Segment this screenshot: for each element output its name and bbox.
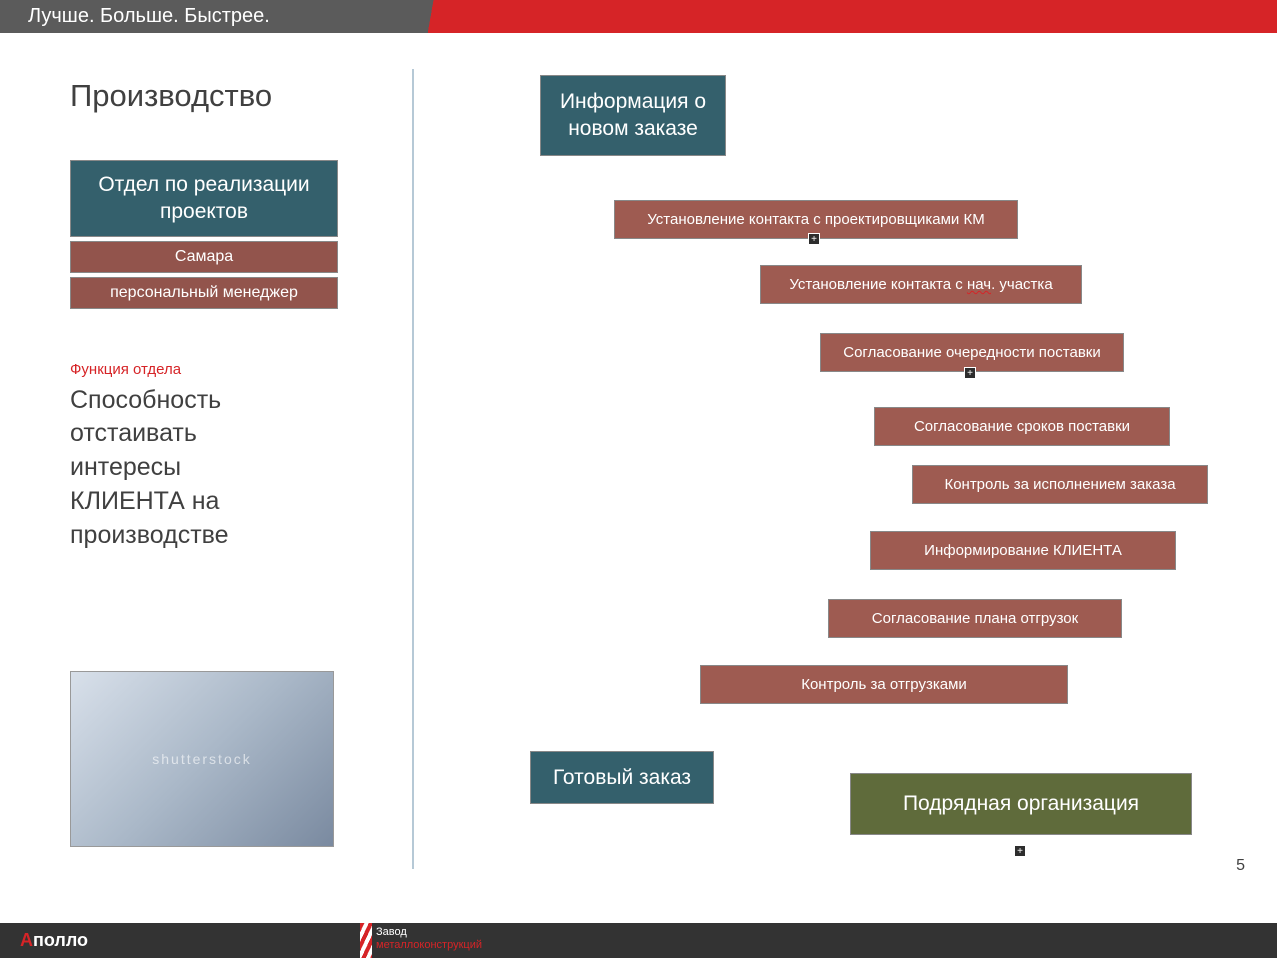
flow-area: Информация о новом заказе Установление ко… [0,33,1277,923]
flow-step-7: Согласование плана отгрузок [828,599,1122,638]
page-number: 5 [1236,857,1245,875]
footer-stripe [360,923,372,958]
top-bar-accent [420,0,448,33]
footer-line1: Завод [376,926,482,939]
page-body: Производство Отдел по реализации проекто… [0,33,1277,923]
info-box: Информация о новом заказе [540,75,726,156]
contractor-box: Подрядная организация [850,773,1192,835]
footer: Аполло Завод металлоконструкций [0,923,1277,958]
footer-brand: Аполло [20,930,88,951]
flow-step-5: Контроль за исполнением заказа [912,465,1208,504]
brand-rest: полло [33,930,88,950]
slogan: Лучше. Больше. Быстрее. [0,0,420,33]
flow-step-2: Установление контакта с нач. участка [760,265,1082,304]
ready-box: Готовый заказ [530,751,714,804]
expand-marker-1[interactable]: + [808,233,820,245]
top-bar-red [420,0,1277,33]
flow-step-4: Согласование сроков поставки [874,407,1170,446]
footer-caption: Завод металлоконструкций [376,926,482,952]
expand-marker-2[interactable]: + [964,367,976,379]
top-bar: Лучше. Больше. Быстрее. [0,0,1277,33]
footer-line2: металлоконструкций [376,939,482,952]
flow-step-8: Контроль за отгрузками [700,665,1068,704]
brand-accent-letter: А [20,930,33,950]
flow-step-6: Информирование КЛИЕНТА [870,531,1176,570]
expand-marker-3[interactable]: + [1014,845,1026,857]
